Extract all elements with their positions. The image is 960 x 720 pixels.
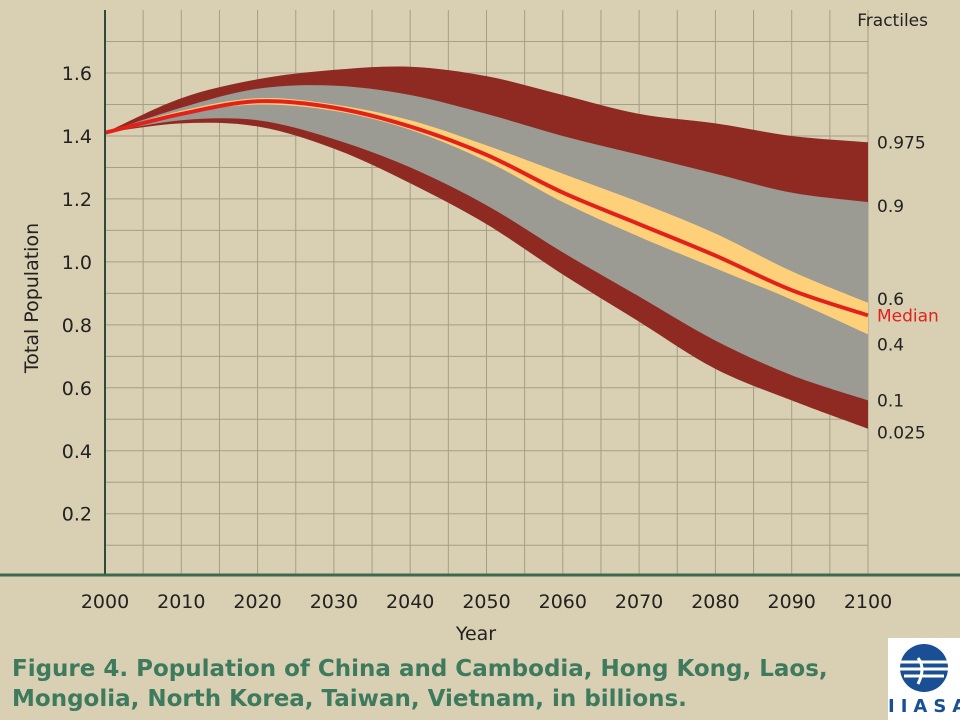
x-tick-label: 2100 [844, 591, 892, 613]
x-tick-label: 2020 [233, 591, 281, 613]
x-tick-label: 2000 [81, 591, 129, 613]
fractile-label: 0.1 [877, 391, 904, 411]
x-tick-label: 2050 [462, 591, 510, 613]
y-tick-label: 1.2 [62, 189, 92, 211]
y-tick-label: 1.0 [62, 252, 92, 274]
fractile-bands [104, 66, 869, 429]
fractile-label: 0.9 [877, 197, 904, 217]
globe-icon [900, 644, 948, 692]
fractile-label: 0.975 [877, 133, 926, 153]
median-line [104, 99, 869, 318]
x-tick-label: 2080 [691, 591, 739, 613]
axes [0, 10, 960, 577]
y-axis-title: Total Population [21, 223, 43, 374]
y-tick-label: 1.6 [62, 63, 92, 85]
figure-caption: Figure 4. Population of China and Cambod… [12, 656, 828, 712]
x-tick-label: 2010 [157, 591, 205, 613]
band-0.025-0.975 [105, 66, 868, 429]
tick-labels: 0.2 0.4 0.6 0.8 1.0 1.2 1.4 1.6 2000 2010 2020 2030… [62, 63, 939, 613]
fractile-label: Median [877, 306, 939, 326]
fractiles-legend-title: Fractiles [857, 11, 928, 31]
y-tick-label: 1.4 [62, 126, 92, 148]
y-tick-label: 0.6 [62, 378, 92, 400]
logo-text: IIASA [888, 696, 960, 717]
y-tick-label: 0.4 [62, 441, 92, 463]
x-tick-label: 2030 [310, 591, 358, 613]
fractile-label: 0.4 [877, 335, 904, 355]
y-tick-label: 0.2 [62, 504, 92, 526]
x-tick-label: 2070 [615, 591, 663, 613]
x-tick-label: 2090 [768, 591, 816, 613]
iiasa-logo: IIASA [888, 638, 960, 720]
y-tick-label: 0.8 [62, 315, 92, 337]
x-tick-label: 2060 [539, 591, 587, 613]
fractile-label: 0.025 [877, 424, 926, 444]
x-axis-title: Year [455, 623, 496, 645]
x-tick-label: 2040 [386, 591, 434, 613]
fractile-label: 0.6 [877, 290, 904, 310]
